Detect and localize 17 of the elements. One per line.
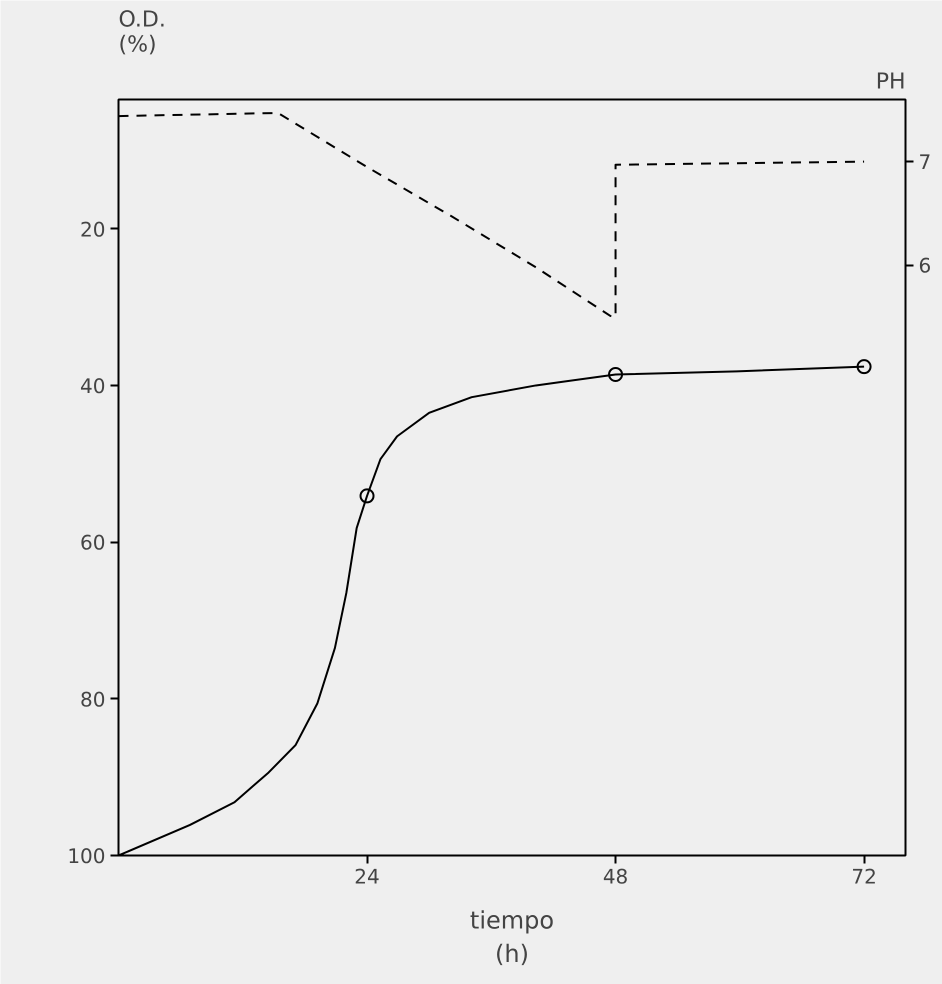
x-tick-label: 72 xyxy=(851,864,877,888)
y-tick-label: 60 xyxy=(80,530,106,555)
y-tick-label: 40 xyxy=(80,374,106,398)
y2-tick-label: 7 xyxy=(918,150,932,174)
line-series xyxy=(118,112,866,318)
x-tick-label: 48 xyxy=(602,864,628,888)
y-tick-label: 100 xyxy=(67,844,106,868)
y-axis-title: O.D. (%) xyxy=(118,8,166,58)
x-axis-title: tiempo (h) xyxy=(470,906,554,968)
x-tick-label: 24 xyxy=(354,864,380,888)
y-tick-label: 20 xyxy=(80,217,106,242)
point xyxy=(608,366,624,382)
y2-tick-label: 6 xyxy=(918,254,932,278)
point xyxy=(856,359,872,374)
y2-axis-title: PH xyxy=(876,70,906,94)
y-tick-label: 80 xyxy=(80,687,106,712)
point xyxy=(360,488,375,504)
